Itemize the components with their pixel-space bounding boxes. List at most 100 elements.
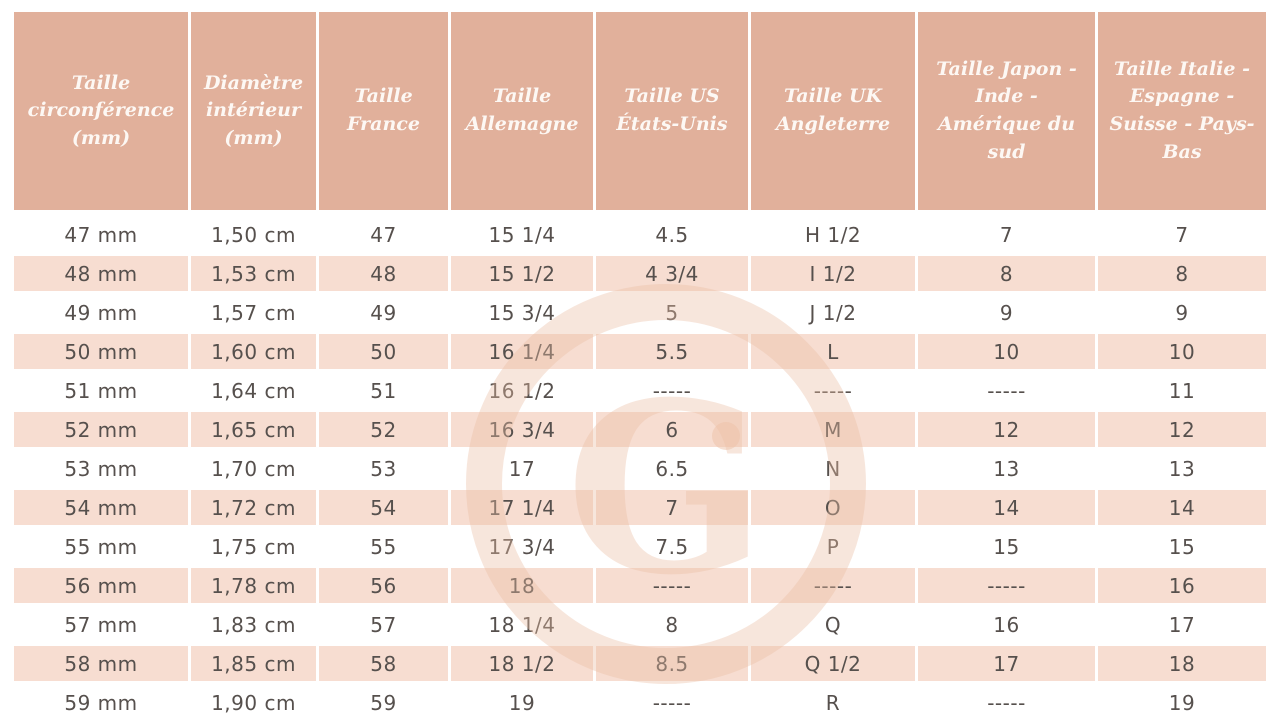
- table-cell: J 1/2: [751, 295, 918, 334]
- table-cell: 16 3/4: [451, 412, 596, 451]
- table-cell: Q: [751, 607, 918, 646]
- table-cell: P: [751, 529, 918, 568]
- table-cell: 6: [596, 412, 751, 451]
- table-row: 59 mm 1,90 cm 59 19 ----- R ----- 19: [14, 685, 1266, 720]
- table-cell: 47 mm: [14, 217, 191, 256]
- table-cell: 53: [319, 451, 451, 490]
- table-cell: 49 mm: [14, 295, 191, 334]
- table-row: 55 mm 1,75 cm 55 17 3/4 7.5 P 15 15: [14, 529, 1266, 568]
- table-cell: 4.5: [596, 217, 751, 256]
- table-cell: 17: [1098, 607, 1266, 646]
- table-row: 52 mm 1,65 cm 52 16 3/4 6 M 12 12: [14, 412, 1266, 451]
- column-header-1: Taille circonférence (mm): [14, 12, 191, 217]
- table-cell: 12: [918, 412, 1098, 451]
- table-cell: 16: [1098, 568, 1266, 607]
- table-cell: 13: [918, 451, 1098, 490]
- table-cell: N: [751, 451, 918, 490]
- table-cell: Q 1/2: [751, 646, 918, 685]
- table-cell: 1,60 cm: [191, 334, 319, 373]
- table-cell: -----: [751, 373, 918, 412]
- table-cell: 19: [451, 685, 596, 720]
- table-row: 53 mm 1,70 cm 53 17 6.5 N 13 13: [14, 451, 1266, 490]
- table-cell: 7.5: [596, 529, 751, 568]
- table-cell: 48: [319, 256, 451, 295]
- ring-size-table: Taille circonférence (mm) Diamètre intéri…: [14, 12, 1266, 720]
- table-row: 47 mm 1,50 cm 47 15 1/4 4.5 H 1/2 7 7: [14, 217, 1266, 256]
- table-cell: 19: [1098, 685, 1266, 720]
- table-cell: 51: [319, 373, 451, 412]
- table-cell: 51 mm: [14, 373, 191, 412]
- table-cell: L: [751, 334, 918, 373]
- table-cell: 15: [918, 529, 1098, 568]
- table-cell: -----: [596, 685, 751, 720]
- column-header-3: Taille France: [319, 12, 451, 217]
- table-cell: -----: [751, 568, 918, 607]
- table-cell: 9: [1098, 295, 1266, 334]
- column-header-6: Taille UK Angleterre: [751, 12, 918, 217]
- table-row: 48 mm 1,53 cm 48 15 1/2 4 3/4 I 1/2 8 8: [14, 256, 1266, 295]
- table-cell: 16 1/2: [451, 373, 596, 412]
- table-cell: O: [751, 490, 918, 529]
- table-cell: 15 1/4: [451, 217, 596, 256]
- table-cell: 13: [1098, 451, 1266, 490]
- table-cell: 18 1/2: [451, 646, 596, 685]
- table-cell: 59: [319, 685, 451, 720]
- table-cell: 58: [319, 646, 451, 685]
- table-cell: 53 mm: [14, 451, 191, 490]
- table-cell: 49: [319, 295, 451, 334]
- table-cell: 17: [451, 451, 596, 490]
- table-cell: 55 mm: [14, 529, 191, 568]
- table-cell: 48 mm: [14, 256, 191, 295]
- table-header-row: Taille circonférence (mm) Diamètre intéri…: [14, 12, 1266, 217]
- table-cell: 52: [319, 412, 451, 451]
- table-cell: 12: [1098, 412, 1266, 451]
- table-cell: 7: [596, 490, 751, 529]
- table-cell: -----: [596, 373, 751, 412]
- table-cell: 10: [1098, 334, 1266, 373]
- table-cell: 47: [319, 217, 451, 256]
- table-cell: 18: [451, 568, 596, 607]
- table-cell: 10: [918, 334, 1098, 373]
- table-cell: 1,53 cm: [191, 256, 319, 295]
- table-row: 56 mm 1,78 cm 56 18 ----- ----- ----- 16: [14, 568, 1266, 607]
- column-header-4: Taille Allemagne: [451, 12, 596, 217]
- table-cell: 1,65 cm: [191, 412, 319, 451]
- table-cell: 8.5: [596, 646, 751, 685]
- table-cell: 1,72 cm: [191, 490, 319, 529]
- table-cell: 14: [1098, 490, 1266, 529]
- table-cell: 1,57 cm: [191, 295, 319, 334]
- table-cell: 14: [918, 490, 1098, 529]
- table-cell: 52 mm: [14, 412, 191, 451]
- table-row: 51 mm 1,64 cm 51 16 1/2 ----- ----- ----- 11: [14, 373, 1266, 412]
- table-cell: 8: [596, 607, 751, 646]
- table-cell: 59 mm: [14, 685, 191, 720]
- ring-size-conversion-chart: Taille circonférence (mm) Diamètre intéri…: [14, 12, 1266, 720]
- table-row: 58 mm 1,85 cm 58 18 1/2 8.5 Q 1/2 17 18: [14, 646, 1266, 685]
- table-cell: 7: [918, 217, 1098, 256]
- table-cell: 1,83 cm: [191, 607, 319, 646]
- table-cell: 18: [1098, 646, 1266, 685]
- table-cell: 5: [596, 295, 751, 334]
- table-cell: 6.5: [596, 451, 751, 490]
- table-cell: 11: [1098, 373, 1266, 412]
- table-cell: -----: [918, 373, 1098, 412]
- table-cell: 15 1/2: [451, 256, 596, 295]
- table-cell: 57: [319, 607, 451, 646]
- table-cell: 15: [1098, 529, 1266, 568]
- table-cell: 4 3/4: [596, 256, 751, 295]
- table-row: 57 mm 1,83 cm 57 18 1/4 8 Q 16 17: [14, 607, 1266, 646]
- table-cell: I 1/2: [751, 256, 918, 295]
- table-row: 50 mm 1,60 cm 50 16 1/4 5.5 L 10 10: [14, 334, 1266, 373]
- table-cell: 18 1/4: [451, 607, 596, 646]
- table-cell: 1,70 cm: [191, 451, 319, 490]
- table-cell: 16: [918, 607, 1098, 646]
- table-cell: 56: [319, 568, 451, 607]
- table-cell: 8: [1098, 256, 1266, 295]
- table-cell: 7: [1098, 217, 1266, 256]
- table-row: 54 mm 1,72 cm 54 17 1/4 7 O 14 14: [14, 490, 1266, 529]
- table-cell: 17 3/4: [451, 529, 596, 568]
- table-cell: 56 mm: [14, 568, 191, 607]
- table-cell: -----: [918, 685, 1098, 720]
- table-cell: R: [751, 685, 918, 720]
- table-cell: H 1/2: [751, 217, 918, 256]
